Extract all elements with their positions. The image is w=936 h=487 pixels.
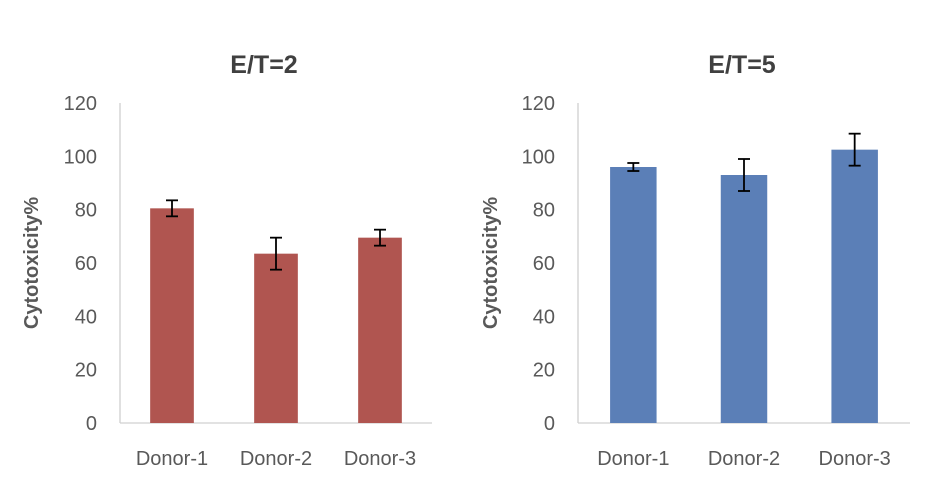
chart-right: E/T=5 Cytotoxicity% 0 20 40 60 80 100 120 Donor… (480, 51, 910, 470)
y-tick-label: 80 (75, 200, 97, 222)
bar (610, 167, 657, 423)
y-tick-label: 120 (64, 93, 97, 115)
y-tick-label: 100 (64, 146, 97, 168)
plot-area: 0 20 40 60 80 100 120 Donor-1 Donor-2 Donor-3 (522, 93, 910, 470)
bar (831, 149, 878, 423)
y-tick-label: 0 (86, 413, 97, 435)
y-tick-label: 20 (75, 360, 97, 382)
x-tick-label: Donor-2 (708, 448, 780, 470)
x-tick-label: Donor-1 (597, 448, 669, 470)
y-tick-label: 20 (533, 360, 555, 382)
chart-title: E/T=5 (708, 51, 775, 79)
bar (358, 237, 402, 423)
chart-left: E/T=2 Cytotoxicity% 0 20 40 60 80 100 120 Donor… (21, 51, 432, 470)
y-tick-label: 40 (533, 306, 555, 328)
y-tick-label: 80 (533, 200, 555, 222)
x-tick-label: Donor-1 (136, 448, 208, 470)
x-tick-label: Donor-2 (240, 448, 312, 470)
y-tick-label: 60 (533, 253, 555, 275)
plot-area: 0 20 40 60 80 100 120 Donor-1 Donor-2 Donor-3 (64, 93, 432, 470)
y-tick-label: 100 (522, 146, 555, 168)
y-tick-label: 0 (544, 413, 555, 435)
chart-title: E/T=2 (230, 51, 297, 79)
y-axis-title: Cytotoxicity% (480, 197, 502, 329)
bar (720, 175, 768, 423)
x-tick-label: Donor-3 (819, 448, 891, 470)
y-tick-label: 40 (75, 306, 97, 328)
bar (254, 253, 298, 423)
y-tick-label: 60 (75, 253, 97, 275)
y-tick-label: 120 (522, 93, 555, 115)
x-tick-label: Donor-3 (344, 448, 416, 470)
bar (150, 208, 194, 423)
y-axis-title: Cytotoxicity% (21, 197, 43, 329)
